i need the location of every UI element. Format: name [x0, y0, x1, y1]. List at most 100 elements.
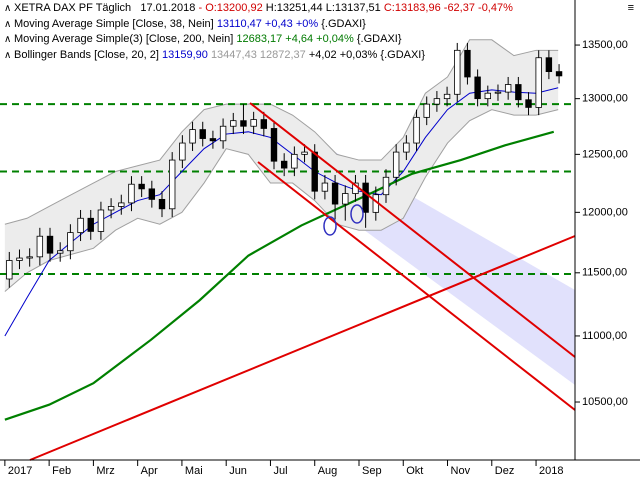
- candle-body: [128, 183, 135, 204]
- candle-body: [403, 142, 410, 153]
- candle-body: [270, 128, 278, 162]
- layer-data: [0, 39, 575, 421]
- legend-text: Moving Average Simple(3) [Close, 200, Ne…: [14, 33, 234, 45]
- candle-body: [199, 129, 206, 139]
- legend-text: {.GDAXI}: [356, 33, 402, 45]
- candle-body: [87, 217, 94, 232]
- x-tick-label: Apr: [141, 465, 158, 477]
- candle-body: [504, 84, 512, 93]
- marker-ellipse: [323, 216, 337, 236]
- legend-value: 13159,90: [161, 48, 208, 61]
- candle-body: [464, 49, 471, 78]
- candle-body: [423, 103, 430, 118]
- candle-body: [118, 202, 125, 207]
- x-tick-label: Mrz: [96, 465, 114, 477]
- legend-value: - O:13200,92: [198, 2, 263, 14]
- legend-text: XETRA DAX PF Täglich: [14, 2, 132, 14]
- candle-body: [525, 99, 532, 108]
- y-tick-label: 11000,00: [582, 330, 627, 342]
- candle-body: [168, 159, 176, 210]
- x-tick-label: Feb: [52, 465, 71, 477]
- x-tick-label: Aug: [318, 465, 338, 477]
- indicator-line: [4, 87, 559, 337]
- candle-body: [342, 193, 349, 205]
- candle-body: [6, 260, 13, 280]
- candle-body: [250, 119, 257, 127]
- bollinger-line: [4, 39, 559, 225]
- candle-body: [311, 151, 318, 192]
- candle-body: [240, 120, 247, 127]
- legend-header: ∧ XETRA DAX PF Täglich 17.01.2018 - O:132…: [4, 1, 513, 63]
- candle-body: [280, 160, 288, 169]
- candle-body: [148, 188, 156, 200]
- legend-text: Bollinger Bands [Close, 20, 2]: [14, 48, 159, 61]
- candle-body: [433, 98, 441, 105]
- marker-ellipse: [350, 204, 364, 224]
- candle-body: [219, 125, 227, 142]
- candle-body: [545, 57, 553, 72]
- candle-body: [413, 116, 420, 144]
- candle-body: [97, 209, 105, 232]
- bollinger-line: [4, 109, 559, 292]
- candle-body: [515, 84, 522, 101]
- candle-body: [454, 49, 461, 95]
- x-tick-label: Mai: [185, 465, 203, 477]
- legend-value: +4,02 +0,03%: [308, 48, 378, 61]
- legend-text: {.GDAXI}: [321, 17, 366, 30]
- candle-body: [484, 92, 491, 100]
- legend-value: -62,37 -0,47%: [443, 2, 513, 14]
- legend-value: L:13137,51: [325, 2, 381, 14]
- candle-body: [291, 153, 298, 169]
- candle-body: [16, 257, 23, 261]
- candle-body: [179, 142, 186, 161]
- candle-body: [57, 250, 64, 254]
- legend-line: ∧ Bollinger Bands [Close, 20, 2] 13159,90…: [4, 48, 426, 61]
- y-tick-label: 12500,00: [582, 148, 628, 160]
- candle-body: [209, 138, 217, 142]
- legend-line: ∧ Moving Average Simple(3) [Close, 200, N…: [4, 33, 402, 45]
- legend-value: C:13183,96: [383, 2, 441, 14]
- y-tick-label: 10500,00: [582, 396, 628, 408]
- y-tick-label: 13000,00: [582, 93, 628, 105]
- x-tick-label: Dez: [495, 465, 515, 477]
- candle-body: [26, 256, 33, 259]
- candle-body: [362, 182, 369, 213]
- candle-body: [46, 235, 54, 254]
- candle-body: [67, 232, 74, 252]
- candle-body: [382, 176, 390, 196]
- candle-body: [107, 206, 115, 211]
- trend-line: [29, 235, 576, 461]
- legend-value: H:13251,44: [265, 2, 323, 14]
- candle-body: [36, 235, 44, 258]
- candle-body: [474, 76, 481, 100]
- y-tick-label: 12000,00: [582, 206, 628, 218]
- x-tick-label: Nov: [451, 465, 471, 477]
- candle-body: [443, 93, 451, 100]
- y-tick-label: 13500,00: [582, 39, 628, 51]
- layer-over: [29, 102, 576, 461]
- x-tick-label: Sep: [362, 465, 382, 477]
- trend-line: [249, 102, 576, 358]
- candle-body: [392, 151, 400, 178]
- legend-line: ∧ Moving Average Simple [Close, 38, Nein]…: [4, 17, 366, 30]
- candle-body: [138, 183, 145, 190]
- candle-body: [301, 151, 308, 155]
- x-tick-label: Jul: [273, 465, 287, 477]
- legend-text: {.GDAXI}: [380, 48, 426, 61]
- legend-value: 13447,43 12872,37: [210, 48, 306, 61]
- trend-line: [257, 161, 576, 411]
- legend-text: Moving Average Simple [Close, 38, Nein]: [14, 17, 214, 30]
- menu-icon[interactable]: ≡: [627, 2, 634, 14]
- x-tick-label: Jun: [229, 465, 247, 477]
- x-tick-label: Okt: [406, 465, 423, 477]
- candle-body: [158, 198, 166, 210]
- candle-body: [535, 57, 542, 108]
- legend-line: ∧ XETRA DAX PF Täglich 17.01.2018 - O:132…: [4, 2, 513, 14]
- legend-value: 12683,17 +4,64 +0,04%: [236, 33, 354, 45]
- candle-body: [321, 182, 329, 192]
- candle-body: [494, 91, 502, 94]
- legend-text: 17.01.2018: [140, 2, 196, 14]
